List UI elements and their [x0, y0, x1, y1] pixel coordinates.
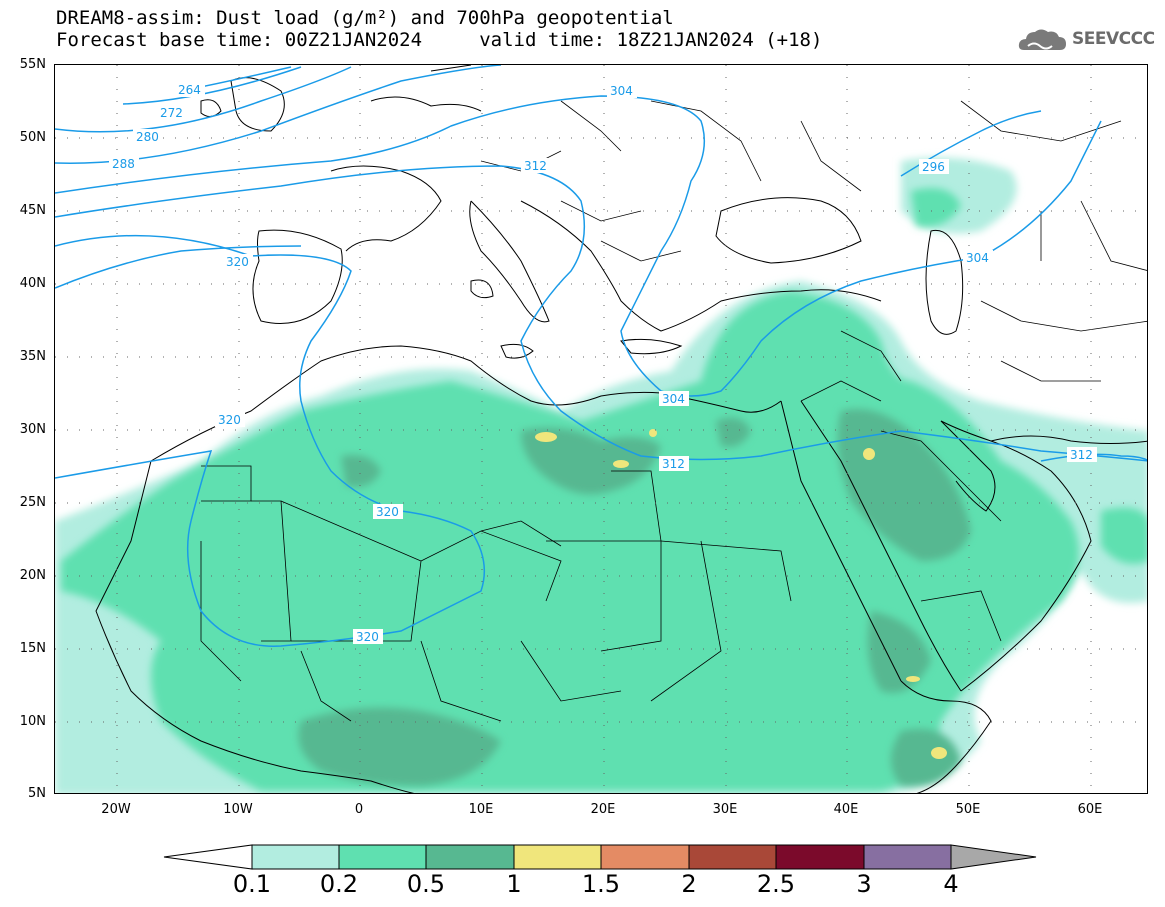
colorbar-bin — [425, 844, 515, 870]
colorbar-label: 0.1 — [232, 870, 272, 898]
contour-label: 320 — [356, 630, 379, 644]
contour-labels: 264 272 280 288 296 304 304 304 312 312 … — [109, 82, 1097, 644]
contour-label: 304 — [610, 84, 633, 98]
dust-layer-0.5 — [298, 409, 971, 787]
colorbar-bin — [338, 844, 427, 870]
colorbar-label: 1 — [506, 870, 522, 898]
lon-label: 10E — [468, 802, 494, 817]
lat-label: 25N — [19, 495, 46, 510]
lat-label: 10N — [19, 714, 46, 729]
cloud-icon — [1018, 29, 1066, 50]
country-borders — [200, 100, 1147, 722]
lat-label: 45N — [19, 203, 46, 218]
seevccc-logo: SEEVCCC — [1016, 24, 1155, 54]
colorbar-under-arrow — [163, 844, 253, 870]
lon-label: 20W — [101, 802, 131, 817]
lat-label: 15N — [19, 641, 46, 656]
colorbar-label: 4 — [943, 870, 959, 898]
colorbar-bin — [600, 844, 690, 870]
colorbar-label: 1.5 — [581, 870, 621, 898]
colorbar-bin — [863, 844, 952, 870]
lat-label: 20N — [19, 568, 46, 583]
lat-label: 5N — [28, 786, 46, 801]
colorbar — [163, 844, 1037, 870]
chart-subtitle: Forecast base time: 00Z21JAN2024 valid t… — [56, 29, 823, 51]
dust-layer-1 — [535, 429, 947, 759]
lat-label: 30N — [19, 422, 46, 437]
lon-label: 0 — [354, 802, 364, 817]
contour-label: 296 — [922, 160, 945, 174]
colorbar-label: 0.5 — [406, 870, 446, 898]
coastlines — [95, 65, 1147, 793]
contour-label: 304 — [662, 392, 685, 406]
contour-label: 312 — [1070, 448, 1093, 462]
contour-label: 320 — [376, 505, 399, 519]
lon-label: 30E — [712, 802, 738, 817]
contour-label: 280 — [136, 130, 159, 144]
colorbar-bin — [688, 844, 777, 870]
colorbar-label: 2.5 — [756, 870, 796, 898]
map-panel: 264 272 280 288 296 304 304 304 312 312 … — [54, 64, 1148, 794]
lat-label: 50N — [19, 130, 46, 145]
colorbar-label: 2 — [681, 870, 697, 898]
contour-label: 320 — [218, 413, 241, 427]
lon-label: 50E — [955, 802, 981, 817]
lon-label: 60E — [1077, 802, 1103, 817]
lon-label: 10W — [223, 802, 253, 817]
lon-label: 20E — [590, 802, 616, 817]
lon-label: 40E — [833, 802, 859, 817]
colorbar-bin — [775, 844, 865, 870]
contour-label: 312 — [662, 457, 685, 471]
contour-label: 312 — [524, 159, 547, 173]
map-svg: 264 272 280 288 296 304 304 304 312 312 … — [55, 65, 1147, 793]
contour-label: 288 — [112, 157, 135, 171]
chart-title: DREAM8-assim: Dust load (g/m²) and 700hP… — [56, 7, 674, 29]
lat-label: 40N — [19, 276, 46, 291]
colorbar-bin — [513, 844, 602, 870]
lat-label: 35N — [19, 349, 46, 364]
lat-label: 55N — [19, 57, 46, 72]
colorbar-label: 0.2 — [319, 870, 359, 898]
logo-text: SEEVCCC — [1072, 29, 1155, 49]
geopotential-contours — [55, 65, 1147, 647]
contour-label: 304 — [966, 251, 989, 265]
colorbar-bin — [251, 844, 340, 870]
colorbar-label: 3 — [856, 870, 872, 898]
colorbar-over-arrow — [950, 844, 1037, 870]
contour-label: 264 — [178, 83, 201, 97]
contour-label: 272 — [160, 106, 183, 120]
contour-label: 320 — [226, 255, 249, 269]
